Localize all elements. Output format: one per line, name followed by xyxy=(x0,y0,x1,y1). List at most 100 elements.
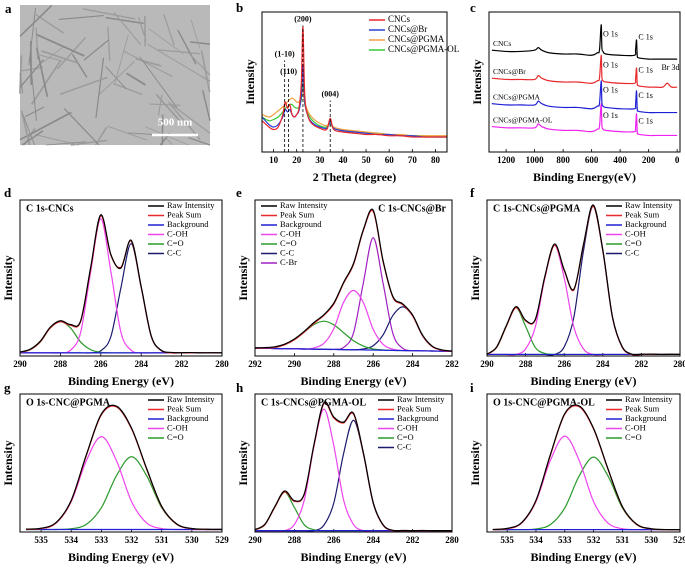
x-axis-title: Binding Energy (eV) xyxy=(300,550,406,564)
fiber xyxy=(41,50,79,64)
fiber xyxy=(28,7,37,65)
series-label: CNCs@PGMA-OL xyxy=(493,115,553,124)
x-tick-label: 20 xyxy=(292,155,302,165)
x-tick-label: 533 xyxy=(558,535,572,545)
series-line xyxy=(26,456,222,531)
legend-label: C-OH xyxy=(280,228,301,238)
fiber xyxy=(105,16,144,25)
x-tick-label: 284 xyxy=(134,359,148,369)
panel-letter: d xyxy=(4,185,12,200)
plot-lines xyxy=(262,26,447,138)
x-tick-label: 284 xyxy=(596,359,610,369)
x-tick-label: 288 xyxy=(327,359,341,369)
legend-label: C=O xyxy=(167,238,184,248)
legend-label: Peak Sum xyxy=(167,403,202,413)
x-tick-label: 533 xyxy=(95,535,109,545)
panel-letter: a xyxy=(5,1,12,16)
legend-label: C=O xyxy=(280,238,297,248)
fiber xyxy=(113,11,142,45)
fiber xyxy=(35,47,49,97)
y-axis-title: Intensity xyxy=(243,59,257,104)
x-tick-label: 70 xyxy=(408,155,418,165)
legend-label: C-OH xyxy=(397,422,418,432)
plot-lines xyxy=(255,208,452,352)
series-line xyxy=(487,307,680,356)
fiber xyxy=(163,14,175,46)
y-axis-title: Intensity xyxy=(468,440,482,485)
series-line xyxy=(25,404,222,530)
fiber xyxy=(70,139,108,146)
x-tick-label: 288 xyxy=(54,359,68,369)
legend-box xyxy=(365,14,445,56)
panel-title: O 1s-CNC@PGMA-OL xyxy=(493,397,595,408)
legend-label: Raw Intensity xyxy=(167,394,215,404)
legend-label: CNCs@Br xyxy=(388,24,427,34)
legend-label: C=O xyxy=(625,432,642,442)
x-tick-label: 280 xyxy=(673,359,685,369)
x-tick-label: 1200 xyxy=(497,155,516,165)
series-line xyxy=(255,347,452,352)
legend-label: CNCs@PGMA xyxy=(388,34,445,44)
fiber xyxy=(107,26,111,61)
x-tick-label: 50 xyxy=(362,155,372,165)
legend-label: Raw Intensity xyxy=(397,394,445,404)
fiber xyxy=(20,110,31,146)
fiber xyxy=(157,49,200,55)
x-tick-label: 534 xyxy=(529,535,543,545)
fiber xyxy=(71,53,88,78)
plot-lines xyxy=(491,24,678,137)
x-tick-label: 530 xyxy=(644,535,658,545)
series-line xyxy=(492,435,680,531)
fiber xyxy=(190,41,211,45)
x-tick-label: 280 xyxy=(445,535,459,545)
x-axis-title: Binding Energy (eV) xyxy=(530,550,636,564)
fiber xyxy=(157,94,163,116)
fiber xyxy=(19,4,53,37)
series-line xyxy=(491,24,678,60)
legend-label: Peak Sum xyxy=(167,209,202,219)
x-tick-label: 529 xyxy=(673,535,685,545)
panel-letter: e xyxy=(236,185,242,200)
fiber xyxy=(169,103,201,140)
x-tick-label: 288 xyxy=(519,359,533,369)
legend-label: C-C xyxy=(167,247,182,257)
series-label: CNCs@Br xyxy=(493,67,526,76)
x-axis-title: Binding Energy (eV) xyxy=(68,374,174,388)
annotation: C 1s xyxy=(638,91,652,100)
y-axis-title: Intensity xyxy=(470,59,484,104)
legend-label: Raw Intensity xyxy=(625,394,673,404)
series-line xyxy=(255,289,452,352)
panel-title: O 1s-CNC@PGMA xyxy=(26,397,111,408)
legend-label: C-Br xyxy=(280,257,297,267)
y-axis-title: Intensity xyxy=(236,440,250,485)
plot-frame xyxy=(254,393,453,533)
plot-lines xyxy=(20,214,222,354)
plot-frame xyxy=(19,199,223,357)
x-tick-label: 10 xyxy=(269,155,279,165)
fiber xyxy=(35,13,65,34)
panel-title: C 1s-CNCs@Br xyxy=(378,203,446,214)
legend-label: Background xyxy=(397,413,439,423)
x-tick-label: 288 xyxy=(288,535,302,545)
plot-lines xyxy=(492,404,680,531)
x-axis-title: Binding Energy (eV) xyxy=(530,374,636,388)
x-axis-title: 2 Theta (degree) xyxy=(313,170,397,184)
series-line xyxy=(487,204,680,356)
legend-label: Peak Sum xyxy=(280,209,315,219)
x-tick-label: 80 xyxy=(431,155,441,165)
x-tick-label: 282 xyxy=(635,359,649,369)
series-line xyxy=(492,405,680,531)
x-tick-label: 284 xyxy=(406,359,420,369)
fiber xyxy=(148,28,185,55)
legend-label: Background xyxy=(167,219,209,229)
panel-letter: b xyxy=(236,0,243,15)
legend-label: Peak Sum xyxy=(625,403,660,413)
x-tick-label: 292 xyxy=(248,359,262,369)
plot-frame xyxy=(486,199,681,357)
fiber xyxy=(201,76,211,82)
plot-frame xyxy=(261,11,448,153)
legend-label: C-OH xyxy=(625,422,646,432)
fiber xyxy=(22,114,36,146)
x-tick-label: 290 xyxy=(248,535,262,545)
fiber xyxy=(147,43,204,78)
